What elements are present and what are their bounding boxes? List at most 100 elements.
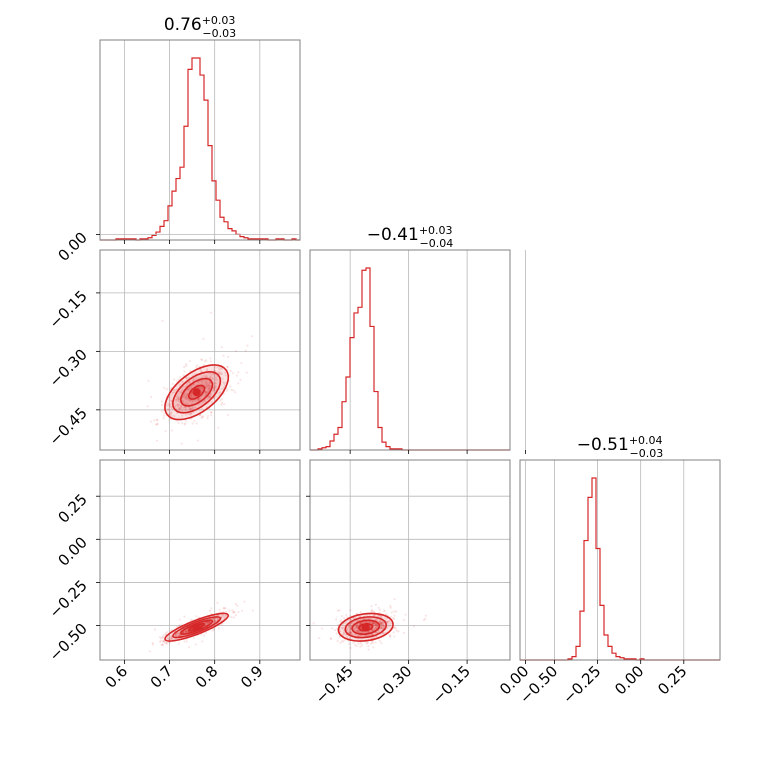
sample-point bbox=[218, 614, 222, 617]
sample-point bbox=[376, 624, 379, 627]
sample-point bbox=[211, 389, 215, 393]
sample-point bbox=[371, 608, 374, 612]
panel-background bbox=[310, 250, 510, 450]
sample-point bbox=[336, 609, 340, 612]
sample-point bbox=[178, 618, 181, 621]
sample-point bbox=[189, 407, 192, 410]
x-tick-label-2-1: −0.25 bbox=[559, 662, 604, 707]
sample-point bbox=[387, 620, 390, 623]
sample-point bbox=[205, 391, 209, 394]
sample-point bbox=[187, 646, 191, 649]
sample-point bbox=[151, 641, 154, 645]
sample-point bbox=[386, 620, 389, 624]
sample-point bbox=[382, 624, 385, 628]
sample-point bbox=[376, 614, 379, 618]
sample-point bbox=[348, 632, 352, 635]
samples-2-0 bbox=[148, 600, 254, 653]
sample-point bbox=[366, 621, 369, 624]
sample-point bbox=[363, 617, 366, 621]
sample-point bbox=[378, 639, 381, 643]
sample-point bbox=[374, 625, 377, 628]
sample-point bbox=[209, 394, 212, 397]
sample-point bbox=[220, 373, 224, 376]
sample-point bbox=[197, 399, 200, 402]
sample-point bbox=[177, 393, 181, 396]
sample-point bbox=[349, 618, 352, 621]
sample-point bbox=[380, 626, 383, 630]
sample-point bbox=[191, 400, 194, 403]
sample-point bbox=[177, 421, 180, 424]
sample-point bbox=[335, 632, 338, 635]
sample-point bbox=[338, 609, 341, 612]
sample-point bbox=[346, 636, 349, 639]
sample-point bbox=[204, 391, 207, 394]
sample-point bbox=[171, 391, 175, 394]
sample-point bbox=[342, 630, 346, 634]
sample-point bbox=[367, 648, 370, 651]
sample-point bbox=[223, 384, 226, 387]
x-tick-label-0-0: 0.6 bbox=[102, 662, 132, 692]
panel-frame bbox=[99, 459, 301, 661]
sample-point bbox=[209, 357, 212, 360]
sample-point bbox=[378, 621, 381, 624]
sample-point bbox=[174, 633, 178, 637]
sample-point bbox=[230, 615, 233, 619]
sample-point bbox=[373, 614, 376, 617]
median-marker bbox=[361, 623, 370, 632]
sample-point bbox=[226, 355, 230, 358]
sample-point bbox=[161, 403, 164, 407]
sample-point bbox=[177, 405, 180, 408]
sample-point bbox=[379, 622, 382, 625]
sample-point bbox=[182, 631, 185, 634]
sample-point bbox=[204, 381, 207, 384]
sample-point bbox=[155, 423, 158, 426]
sample-point bbox=[373, 622, 376, 625]
sample-point bbox=[187, 413, 190, 416]
sample-point bbox=[393, 610, 396, 613]
sample-point bbox=[369, 642, 373, 645]
sample-point bbox=[200, 389, 203, 392]
sample-point bbox=[189, 413, 192, 416]
sample-point bbox=[212, 388, 216, 392]
sample-point bbox=[184, 364, 188, 367]
sample-point bbox=[219, 371, 222, 374]
sample-point bbox=[388, 635, 392, 638]
sample-point bbox=[217, 627, 220, 630]
sample-point bbox=[200, 390, 203, 393]
sample-point bbox=[220, 615, 223, 618]
sample-point bbox=[359, 626, 362, 630]
sample-point bbox=[209, 396, 212, 399]
sample-point bbox=[186, 630, 189, 633]
sample-point bbox=[188, 399, 191, 403]
sample-point bbox=[213, 617, 217, 620]
sample-point bbox=[234, 602, 237, 606]
sample-point bbox=[200, 633, 203, 636]
sample-point bbox=[373, 622, 376, 625]
sample-point bbox=[237, 610, 240, 614]
sample-point bbox=[162, 412, 166, 415]
sample-point bbox=[185, 407, 188, 410]
sample-point bbox=[162, 640, 165, 643]
sample-point bbox=[182, 631, 185, 634]
sample-point bbox=[222, 615, 225, 618]
sample-point bbox=[205, 385, 208, 388]
sample-point bbox=[231, 611, 235, 614]
sample-point bbox=[207, 384, 210, 387]
x-tick-label-1-0: −0.45 bbox=[312, 662, 357, 707]
sample-point bbox=[189, 412, 192, 415]
sample-point bbox=[384, 617, 387, 620]
sample-point bbox=[184, 397, 188, 401]
sample-point bbox=[200, 370, 203, 373]
sample-point bbox=[195, 422, 198, 425]
sample-point bbox=[192, 395, 195, 399]
sample-point bbox=[177, 400, 181, 403]
sample-point bbox=[354, 637, 357, 640]
sample-point bbox=[357, 630, 360, 633]
sample-point bbox=[201, 415, 204, 418]
sample-point bbox=[183, 423, 186, 426]
sample-point bbox=[207, 396, 210, 399]
sample-point bbox=[169, 636, 173, 640]
sample-point bbox=[356, 625, 359, 628]
sample-point bbox=[201, 379, 204, 383]
sample-point bbox=[168, 403, 172, 406]
